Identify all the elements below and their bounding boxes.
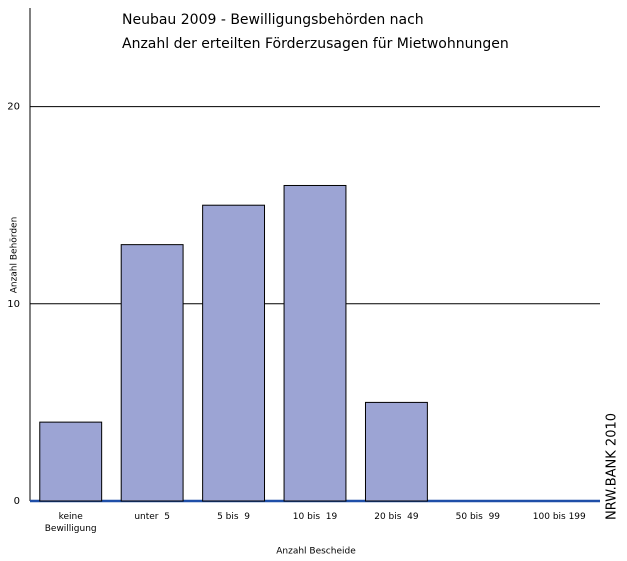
y-tick-label: 10 [7, 299, 20, 310]
bar [120, 244, 184, 502]
source: NRW.BANK 2010 [605, 413, 620, 520]
x-tick-label: 50 bis 99 [455, 512, 501, 522]
chart-title: Anzahl der erteilten Förderzusagen für M… [122, 36, 509, 52]
x-tick-label: 20 bis 49 [374, 512, 419, 522]
x-tick-label: unter 5 [134, 512, 170, 522]
x-tick-label: 10 bis 19 [292, 512, 338, 522]
bar [39, 421, 103, 502]
y-axis-label: Anzahl Behörden [10, 217, 20, 294]
y-tick-label: 0 [14, 496, 20, 507]
chart-title: Neubau 2009 - Bewilligungsbehörden nach [122, 12, 424, 28]
x-tick-label: 100 bis 199 [532, 512, 586, 522]
x-tick-label: keine Bewilligung [44, 512, 97, 534]
x-axis-label: Anzahl Bescheide [276, 547, 356, 557]
x-tick-label: 5 bis 9 [217, 512, 251, 522]
y-tick-label: 20 [7, 102, 20, 113]
bar [283, 184, 347, 502]
bar [364, 401, 428, 502]
bar [202, 204, 266, 502]
